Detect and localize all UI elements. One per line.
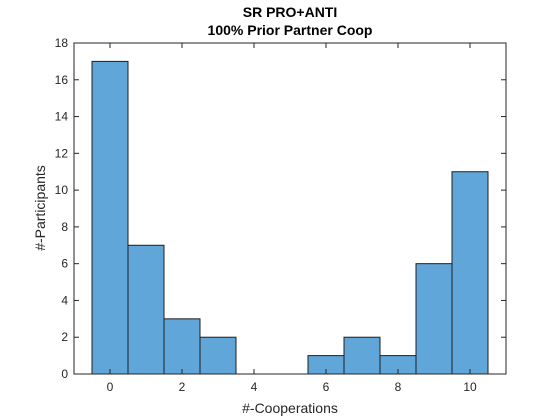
histogram-bar xyxy=(163,318,201,375)
y-tick-label: 14 xyxy=(55,110,69,124)
x-tick-label: 4 xyxy=(251,380,258,394)
chart-title: SR PRO+ANTI xyxy=(243,4,338,20)
y-tick-label: 0 xyxy=(61,367,68,381)
y-tick-label: 4 xyxy=(61,293,68,307)
histogram-bar xyxy=(451,171,489,375)
y-tick-label: 16 xyxy=(55,73,69,87)
x-tick-label: 2 xyxy=(179,380,186,394)
histogram-bar xyxy=(91,60,129,375)
y-tick-label: 10 xyxy=(55,183,69,197)
ticks-group: 0 2 4 6 8 10 0 2 4 6 8 10 12 14 16 18 xyxy=(55,36,506,394)
histogram-bar xyxy=(415,263,453,375)
y-tick-label: 18 xyxy=(55,36,69,50)
x-tick-label: 6 xyxy=(323,380,330,394)
axes-group xyxy=(73,42,507,375)
x-tick-label: 10 xyxy=(463,380,477,394)
y-tick-label: 6 xyxy=(61,257,68,271)
y-tick-label: 2 xyxy=(61,330,68,344)
histogram-bar xyxy=(343,336,381,375)
y-axis-label: #-Participants xyxy=(32,165,48,251)
histogram-bar xyxy=(199,336,237,375)
y-tick-label: 12 xyxy=(55,146,69,160)
y-tick-label: 8 xyxy=(61,220,68,234)
x-tick-label: 0 xyxy=(107,380,114,394)
chart-subtitle: 100% Prior Partner Coop xyxy=(208,22,373,38)
bars-group xyxy=(91,60,489,375)
axes-box xyxy=(73,42,507,375)
x-axis-label: #-Cooperations xyxy=(242,400,338,416)
x-tick-label: 8 xyxy=(395,380,402,394)
histogram-bar xyxy=(127,244,165,375)
